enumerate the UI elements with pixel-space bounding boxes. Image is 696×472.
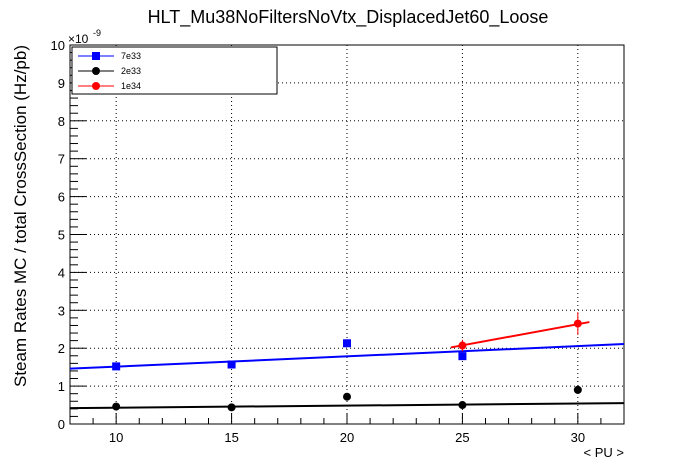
series-1e34-legend-marker — [92, 82, 100, 90]
x-tick-label: 15 — [224, 430, 238, 445]
y-tick-label: 0 — [58, 417, 65, 432]
y-tick-label: 6 — [58, 190, 65, 205]
data-marks — [69, 312, 625, 412]
series-2e33-point — [343, 392, 351, 401]
y-tick-label: 9 — [58, 76, 65, 91]
x-axis-label: < PU > — [584, 445, 624, 460]
series-2e33-point — [227, 403, 236, 412]
series-1e34-point — [458, 341, 467, 350]
y-axis-exponent-label: ×10 — [68, 32, 89, 46]
series-1e34-point — [573, 319, 582, 328]
x-tick-label: 25 — [455, 430, 469, 445]
series-7e33-point — [343, 339, 351, 348]
series-7e33-legend-marker — [92, 52, 100, 60]
y-axis-exponent-power: -9 — [93, 28, 101, 38]
series-2e33-point — [112, 402, 121, 411]
series-7e33-point — [458, 352, 467, 361]
y-tick-label: 2 — [58, 341, 65, 356]
grid — [70, 45, 624, 424]
series-2e33-point — [573, 385, 582, 394]
y-tick-label: 1 — [58, 379, 65, 394]
series-1e34-legend-label: 1e34 — [121, 81, 141, 91]
y-tick-label: 10 — [51, 38, 65, 53]
series-2e33-legend-label: 2e33 — [121, 66, 141, 76]
y-axis-label: Steam Rates MC / total CrossSection (Hz/… — [11, 45, 30, 387]
series-1e34-fit-line — [450, 321, 590, 349]
axes: 10 15 20 25 30 0 1 2 3 4 5 6 7 8 9 10 — [51, 38, 625, 445]
series-2e33-legend-marker — [92, 67, 100, 75]
series-7e33-fit-line — [69, 343, 625, 370]
y-tick-label: 4 — [58, 265, 65, 280]
y-tick-label: 7 — [58, 152, 65, 167]
y-tick-label: 5 — [58, 228, 65, 243]
series-7e33-legend-label: 7e33 — [121, 51, 141, 61]
y-tick-label: 3 — [58, 303, 65, 318]
x-tick-label: 20 — [340, 430, 354, 445]
legend: 7e33 2e33 1e34 — [71, 46, 278, 95]
series-2e33-fit-line — [69, 402, 625, 410]
chart-title: HLT_Mu38NoFiltersNoVtx_DisplacedJet60_Lo… — [148, 7, 549, 28]
x-tick-label: 10 — [109, 430, 123, 445]
series-7e33-point — [227, 360, 236, 369]
series-7e33-point — [112, 362, 121, 371]
series-2e33-point — [458, 401, 467, 410]
y-tick-label: 8 — [58, 114, 65, 129]
x-tick-label: 30 — [571, 430, 585, 445]
